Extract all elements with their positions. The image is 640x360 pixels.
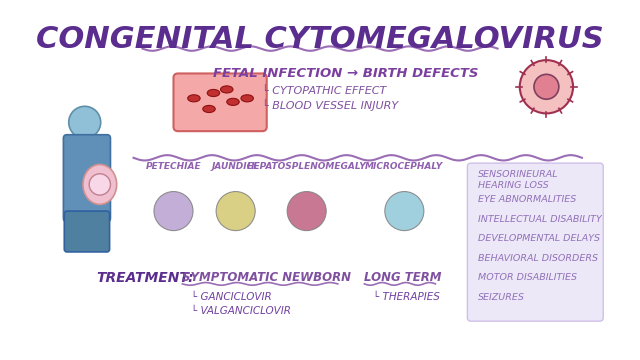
Circle shape [154, 192, 193, 231]
Ellipse shape [227, 98, 239, 105]
FancyBboxPatch shape [63, 135, 111, 222]
Circle shape [216, 192, 255, 231]
Text: SEIZURES: SEIZURES [478, 293, 525, 302]
Text: └ VALGANCICLOVIR: └ VALGANCICLOVIR [191, 306, 291, 316]
FancyBboxPatch shape [467, 163, 604, 321]
Text: BEHAVIORAL DISORDERS: BEHAVIORAL DISORDERS [478, 254, 598, 263]
Ellipse shape [83, 165, 116, 204]
Text: SENSORINEURAL
HEARING LOSS: SENSORINEURAL HEARING LOSS [478, 170, 559, 190]
Text: MOTOR DISABILITIES: MOTOR DISABILITIES [478, 273, 577, 282]
Text: INTELLECTUAL DISABILITY: INTELLECTUAL DISABILITY [478, 215, 602, 224]
Text: DEVELOPMENTAL DELAYS: DEVELOPMENTAL DELAYS [478, 234, 600, 243]
Ellipse shape [188, 95, 200, 102]
Circle shape [287, 192, 326, 231]
Text: └ BLOOD VESSEL INJURY: └ BLOOD VESSEL INJURY [262, 99, 399, 112]
Text: JAUNDICE: JAUNDICE [211, 162, 260, 171]
Ellipse shape [207, 89, 220, 96]
FancyBboxPatch shape [173, 73, 267, 131]
Circle shape [89, 174, 111, 195]
Ellipse shape [203, 105, 215, 113]
Text: └ THERAPIES: └ THERAPIES [373, 292, 440, 302]
Text: SYMPTOMATIC NEWBORN: SYMPTOMATIC NEWBORN [182, 271, 351, 284]
Circle shape [68, 106, 100, 138]
Text: HEPATOSPLENOMEGALY: HEPATOSPLENOMEGALY [247, 162, 367, 171]
Text: └ GANCICLOVIR: └ GANCICLOVIR [191, 292, 272, 302]
Text: └ CYTOPATHIC EFFECT: └ CYTOPATHIC EFFECT [262, 86, 387, 96]
Text: MICROCEPHALY: MICROCEPHALY [365, 162, 444, 171]
Text: PETECHIAE: PETECHIAE [146, 162, 202, 171]
Circle shape [385, 192, 424, 231]
Ellipse shape [241, 95, 253, 102]
Ellipse shape [221, 86, 233, 93]
Circle shape [534, 75, 559, 99]
Text: CONGENITAL CYTOMEGALOVIRUS: CONGENITAL CYTOMEGALOVIRUS [36, 25, 604, 54]
Text: EYE ABNORMALITIES: EYE ABNORMALITIES [478, 195, 576, 204]
Text: TREATMENT:: TREATMENT: [96, 271, 194, 285]
Text: LONG TERM: LONG TERM [364, 271, 442, 284]
Text: FETAL INFECTION → BIRTH DEFECTS: FETAL INFECTION → BIRTH DEFECTS [214, 67, 479, 80]
Circle shape [520, 60, 573, 113]
FancyBboxPatch shape [64, 211, 109, 252]
